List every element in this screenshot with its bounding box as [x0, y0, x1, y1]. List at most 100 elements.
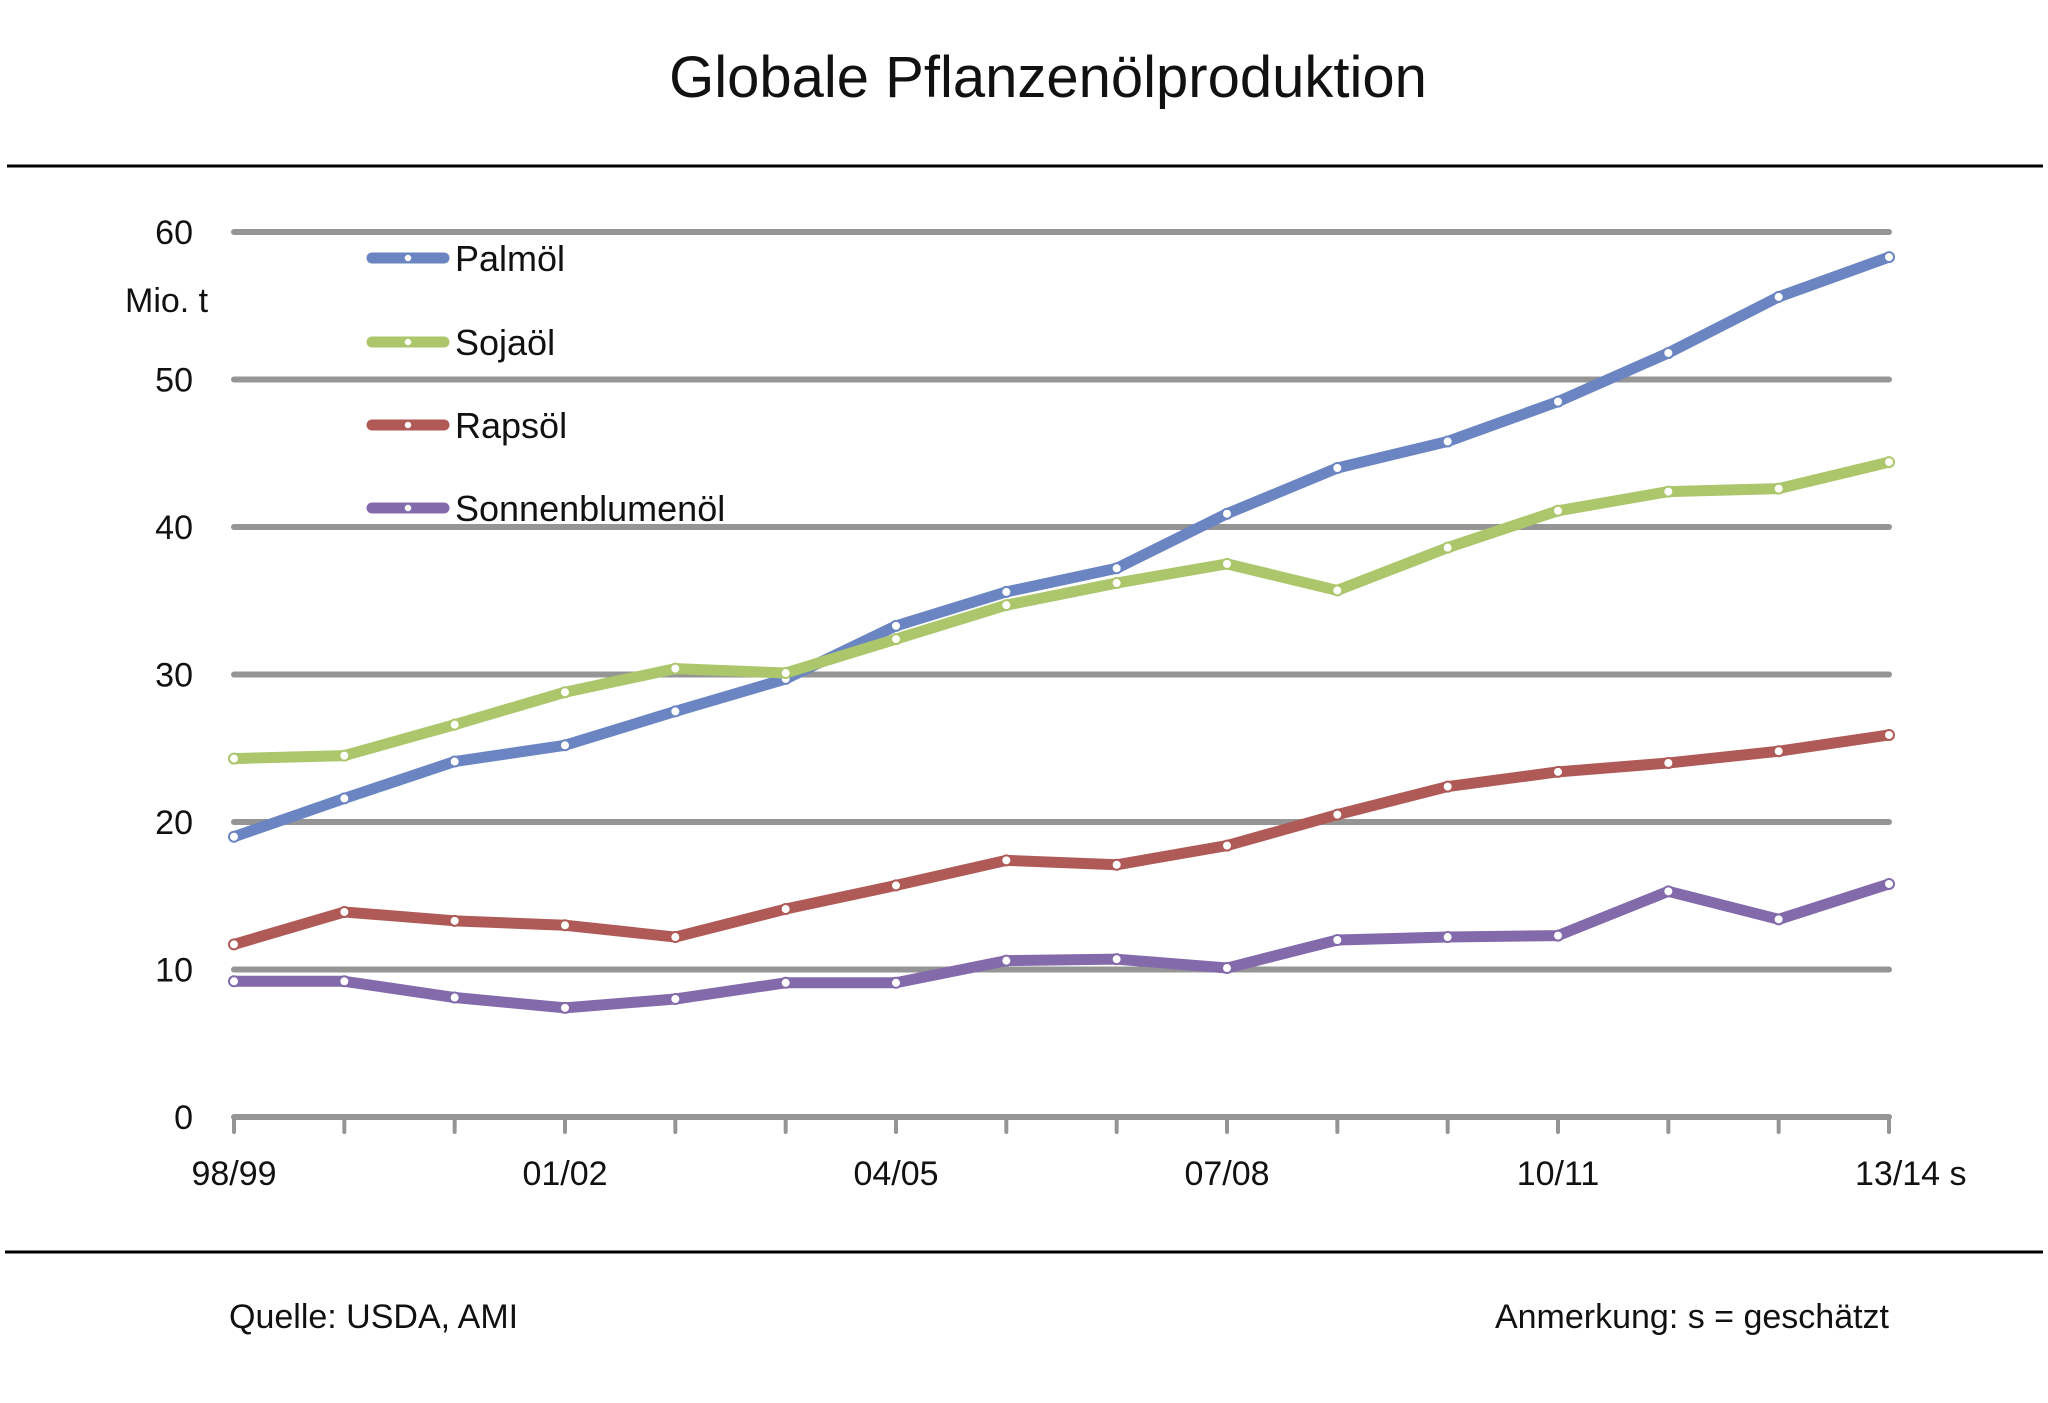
- series-2: [228, 728, 1895, 951]
- data-point: [559, 1001, 571, 1014]
- data-point: [1110, 577, 1123, 590]
- data-point: [1110, 858, 1123, 871]
- data-point: [1221, 839, 1233, 852]
- data-point: [559, 686, 571, 699]
- data-point: [1331, 934, 1344, 946]
- data-point: [338, 905, 351, 918]
- data-point: [1331, 584, 1344, 597]
- series-3: [228, 877, 1895, 1014]
- legend-item: Rapsöl: [366, 405, 567, 446]
- y-tick-label: 0: [174, 1099, 193, 1137]
- data-point: [1441, 780, 1454, 793]
- data-point: [1552, 395, 1564, 408]
- data-point: [1110, 953, 1123, 966]
- data-point: [1883, 877, 1895, 890]
- data-point: [338, 749, 351, 762]
- data-point: [1662, 885, 1675, 898]
- data-point: [448, 914, 461, 927]
- source-note: Quelle: USDA, AMI: [229, 1298, 518, 1336]
- series-line: [228, 729, 1895, 950]
- series-line: [228, 878, 1895, 1014]
- data-point: [1883, 728, 1895, 741]
- data-point: [228, 752, 240, 765]
- data-point: [1552, 929, 1564, 942]
- data-point: [890, 879, 902, 892]
- legend-label: Rapsöl: [455, 405, 567, 446]
- estimate-note: Anmerkung: s = geschätzt: [1495, 1298, 1890, 1336]
- data-point: [669, 931, 682, 944]
- series-1: [228, 456, 1895, 765]
- data-point: [1883, 251, 1895, 264]
- series-0: [228, 251, 1895, 843]
- legend: Palmöl Sojaöl Rapsöl Sonnenblumenöl: [366, 238, 725, 529]
- data-point: [779, 667, 792, 680]
- data-point: [1662, 346, 1675, 359]
- data-point: [338, 792, 351, 805]
- series-line: [228, 251, 1895, 843]
- data-point: [890, 976, 902, 989]
- series-line: [228, 456, 1895, 765]
- y-axis-ticks: 0 10 20 30 40 50 60: [155, 214, 193, 1137]
- chart-title: Globale Pflanzenölproduktion: [669, 45, 1427, 110]
- gridlines: [231, 229, 1892, 973]
- x-tick-label: 10/11: [1517, 1155, 1600, 1193]
- x-tick-label: 98/99: [191, 1155, 276, 1193]
- data-point: [1221, 962, 1233, 975]
- data-point: [1331, 462, 1344, 474]
- data-point: [1552, 765, 1564, 778]
- data-point: [890, 633, 902, 646]
- data-point: [1000, 954, 1013, 967]
- x-tick-label: 01/02: [522, 1155, 607, 1193]
- data-point: [1772, 745, 1785, 758]
- y-tick-label: 20: [155, 804, 193, 842]
- data-point: [338, 975, 351, 988]
- data-point: [1552, 504, 1564, 517]
- data-point: [1772, 913, 1785, 926]
- data-point: [1221, 557, 1233, 570]
- data-point: [1441, 435, 1454, 448]
- data-point: [1000, 854, 1013, 867]
- data-point: [448, 718, 461, 731]
- data-point: [1441, 541, 1454, 554]
- data-point: [1662, 485, 1675, 498]
- data-point: [448, 991, 461, 1004]
- data-point: [779, 976, 792, 989]
- data-point: [1000, 585, 1013, 598]
- x-tick-label: 04/05: [853, 1155, 938, 1193]
- data-point: [559, 919, 571, 932]
- data-point: [1331, 808, 1344, 821]
- data-point: [228, 938, 240, 951]
- x-tick-label: 13/14 s: [1855, 1155, 1967, 1193]
- legend-label: Palmöl: [455, 238, 565, 279]
- data-point: [1110, 562, 1123, 575]
- legend-marker: [403, 337, 413, 347]
- data-point: [228, 830, 240, 843]
- legend-item: Palmöl: [366, 238, 565, 279]
- legend-item: Sojaöl: [366, 322, 555, 363]
- data-point: [1772, 290, 1785, 303]
- legend-marker: [403, 503, 413, 513]
- y-tick-label: 30: [155, 657, 193, 695]
- legend-item: Sonnenblumenöl: [366, 488, 725, 529]
- data-point: [1883, 456, 1895, 469]
- data-point: [1221, 507, 1233, 520]
- legend-marker: [403, 253, 413, 263]
- x-axis-tick-labels: 98/99 01/02 04/05 07/08 10/11 13/14 s: [191, 1155, 1966, 1193]
- data-point: [669, 662, 682, 675]
- legend-marker: [403, 420, 413, 430]
- legend-label: Sonnenblumenöl: [455, 488, 725, 529]
- data-point: [448, 755, 461, 768]
- data-point: [669, 993, 682, 1005]
- data-point: [890, 619, 902, 632]
- x-axis: [231, 1114, 1892, 1134]
- y-tick-label: 50: [155, 362, 193, 400]
- y-tick-label: 60: [155, 214, 193, 252]
- data-point: [779, 903, 792, 916]
- data-point: [1000, 599, 1013, 612]
- legend-label: Sojaöl: [455, 322, 555, 363]
- data-point: [559, 739, 571, 752]
- data-point: [1662, 757, 1675, 769]
- y-axis-label: Mio. t: [125, 282, 209, 320]
- data-point: [1772, 482, 1785, 495]
